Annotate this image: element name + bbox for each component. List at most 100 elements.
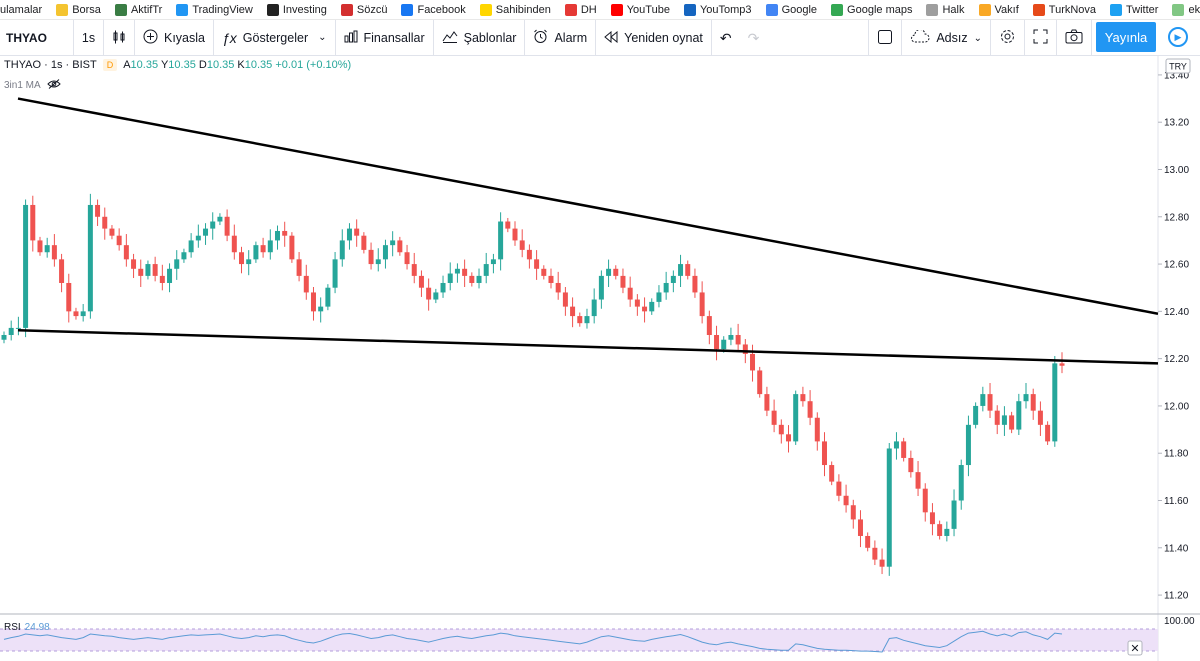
chart-toolbar: THYAO 1s Kıyasla ƒx Göstergeler ⌄ Finans… xyxy=(0,19,1200,56)
alert-button[interactable]: Alarm xyxy=(525,19,597,56)
templates-button[interactable]: Şablonlar xyxy=(434,19,526,56)
price-tick-label: 13.20 xyxy=(1164,118,1189,129)
candle-body xyxy=(598,275,604,300)
redo-button[interactable]: ↷ xyxy=(740,20,768,56)
candle-body xyxy=(800,394,806,402)
candle-body xyxy=(188,240,194,253)
play-button[interactable]: ▶ xyxy=(1160,22,1196,52)
legend-title[interactable]: THYAO · 1s · BIST xyxy=(4,59,97,71)
bookmark-item[interactable]: Vakıf xyxy=(978,3,1019,16)
settings-button[interactable] xyxy=(991,20,1025,56)
candle-body xyxy=(944,528,950,536)
price-tick-label: 11.40 xyxy=(1164,543,1189,554)
rsi-close-button[interactable] xyxy=(1127,640,1143,656)
square-icon xyxy=(877,29,893,48)
trendline-lower-support[interactable] xyxy=(17,329,1159,365)
rsi-legend[interactable]: RSI 24.98 xyxy=(4,622,50,633)
candle-body xyxy=(742,344,748,354)
publish-button[interactable]: Yayınla xyxy=(1096,22,1156,52)
interval-button[interactable]: 1s xyxy=(74,19,104,56)
symbol-search-button[interactable]: THYAO xyxy=(0,19,74,56)
layout-button[interactable]: Adsız ⌄ xyxy=(902,20,991,56)
bookmark-item[interactable]: ekşi xyxy=(1172,3,1200,16)
candle-body xyxy=(469,275,475,283)
candle-body xyxy=(1009,415,1015,430)
fullscreen-button[interactable] xyxy=(1025,20,1057,56)
bookmark-favicon-icon xyxy=(978,3,991,16)
chevron-down-icon[interactable]: ⌄ xyxy=(318,31,327,43)
currency-badge[interactable] xyxy=(1165,58,1191,74)
candle-body xyxy=(1059,363,1065,366)
bookmark-item[interactable]: Facebook xyxy=(401,3,466,16)
bookmark-label: YouTomp3 xyxy=(699,3,752,16)
bookmark-item[interactable]: YouTube xyxy=(610,3,670,16)
templates-icon xyxy=(442,30,458,45)
candle-body xyxy=(829,465,835,482)
bookmark-item[interactable]: Twitter xyxy=(1110,3,1158,16)
layout-name: Adsız xyxy=(936,31,968,45)
candle-body xyxy=(116,235,122,246)
fullscreen-select-button[interactable] xyxy=(868,20,903,56)
trendline-upper-resistance[interactable] xyxy=(17,97,1159,315)
bookmark-item[interactable]: Sözcü xyxy=(340,3,387,16)
compare-button[interactable]: Kıyasla xyxy=(135,19,214,56)
candle-body xyxy=(15,327,21,329)
bookmark-favicon-icon xyxy=(1172,3,1185,16)
candle-body xyxy=(786,434,792,442)
candle-body xyxy=(447,273,453,283)
candle-body xyxy=(929,512,935,525)
candle-body xyxy=(649,301,655,312)
currency-label: TRY xyxy=(1169,62,1187,72)
price-tick-label: 12.20 xyxy=(1164,354,1189,365)
bookmark-item[interactable]: Sahibinden xyxy=(479,3,551,16)
bookmark-item[interactable]: Google xyxy=(765,3,817,16)
snapshot-button[interactable] xyxy=(1057,20,1092,56)
open-value: 10.35 xyxy=(130,59,159,71)
bookmark-label: Vakıf xyxy=(994,3,1019,16)
candle-body xyxy=(1023,394,1029,402)
candle-body xyxy=(793,394,799,442)
candle-body xyxy=(375,259,381,265)
candle-body xyxy=(843,495,849,506)
price-chart[interactable]: 13.40 13.20 13.00 12.80 12.60 12.40 12.20 12.00… xyxy=(0,56,1200,661)
replay-button[interactable]: Yeniden oynat xyxy=(596,19,712,56)
chart-type-button[interactable] xyxy=(104,19,135,56)
bookmark-item[interactable]: TurkNova xyxy=(1032,3,1097,16)
bookmark-item[interactable]: TradingView xyxy=(176,3,253,16)
financials-label: Finansallar xyxy=(363,30,425,45)
bookmark-item[interactable]: ulamalar xyxy=(0,4,42,16)
templates-label: Şablonlar xyxy=(463,30,517,45)
bookmark-item[interactable]: Google maps xyxy=(831,3,912,16)
candle-body xyxy=(462,268,468,276)
bookmark-item[interactable]: Investing xyxy=(266,3,327,16)
candle-body xyxy=(318,306,324,312)
bookmark-label: TurkNova xyxy=(1048,3,1097,16)
indicators-button[interactable]: ƒx Göstergeler ⌄ xyxy=(214,19,336,56)
close-value: 10.35 xyxy=(244,59,273,71)
price-axis[interactable]: 13.40 13.20 13.00 12.80 12.60 12.40 12.20 12.00… xyxy=(1158,70,1189,602)
bookmark-item[interactable]: YouTomp3 xyxy=(683,3,752,16)
candle-body xyxy=(95,204,101,217)
candle-body xyxy=(231,235,237,253)
undo-button[interactable]: ↶ xyxy=(712,20,740,56)
candle-body xyxy=(138,268,144,276)
alert-label: Alarm xyxy=(554,30,588,45)
bookmark-item[interactable]: Borsa xyxy=(56,3,101,16)
bookmark-item[interactable]: AktifTr xyxy=(114,3,162,16)
bookmark-label: Halk xyxy=(942,3,965,16)
financials-button[interactable]: Finansallar xyxy=(336,19,434,56)
candle-body xyxy=(534,259,540,269)
candle-body xyxy=(282,230,288,236)
bookmark-favicon-icon xyxy=(56,3,69,16)
bookmark-favicon-icon xyxy=(926,3,939,16)
candle-body xyxy=(821,441,827,466)
candle-body xyxy=(541,268,547,276)
eye-hidden-icon[interactable] xyxy=(46,79,61,92)
trendlines-group[interactable] xyxy=(17,97,1159,365)
candle-body xyxy=(577,316,583,324)
candle-body xyxy=(1030,394,1036,411)
indicator-legend[interactable]: 3in1 MA xyxy=(4,79,61,92)
right-tools: Adsız ⌄ xyxy=(868,20,1092,56)
bookmark-item[interactable]: Halk xyxy=(926,3,965,16)
bookmark-item[interactable]: DH xyxy=(564,3,597,16)
